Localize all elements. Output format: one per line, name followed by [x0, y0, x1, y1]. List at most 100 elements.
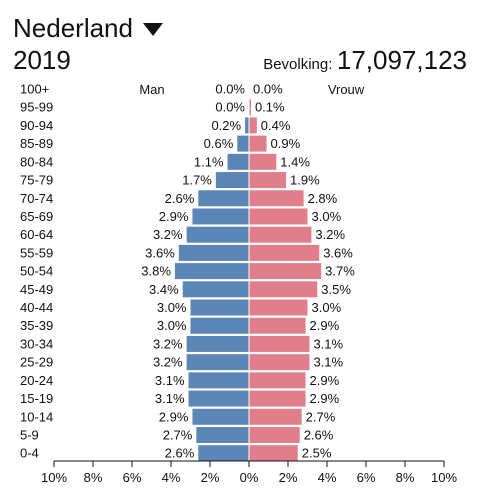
- value-label-man: 3.0%: [157, 300, 187, 315]
- x-tick-label: 2%: [279, 470, 298, 485]
- age-group-label: 85-89: [20, 136, 53, 151]
- age-group-label: 45-49: [20, 282, 53, 297]
- age-group-label: 40-44: [20, 300, 53, 315]
- triangle-down-icon: [142, 22, 163, 36]
- age-group-label: 65-69: [20, 209, 53, 224]
- bar-man: [198, 445, 249, 462]
- value-label-man: 3.1%: [155, 373, 185, 388]
- bar-vrouw: [249, 408, 302, 425]
- year-label: 2019: [13, 45, 71, 75]
- value-label-man: 0.0%: [215, 82, 245, 97]
- age-group-label: 70-74: [20, 191, 53, 206]
- value-label-vrouw: 2.9%: [310, 318, 340, 333]
- bar-vrouw: [249, 135, 267, 152]
- value-label-vrouw: 2.9%: [310, 373, 340, 388]
- age-group-label: 75-79: [20, 173, 53, 188]
- x-tick-label: 4%: [162, 470, 181, 485]
- bar-man: [178, 244, 249, 261]
- value-label-vrouw: 0.9%: [271, 136, 301, 151]
- value-label-vrouw: 3.1%: [313, 336, 343, 351]
- age-group-label: 15-19: [20, 391, 53, 406]
- population-label: Bevolking:: [263, 56, 333, 73]
- bar-man: [188, 372, 249, 389]
- value-label-vrouw: 0.4%: [261, 118, 291, 133]
- value-label-vrouw: 0.1%: [255, 100, 285, 115]
- bar-vrouw: [249, 117, 257, 134]
- age-group-label: 10-14: [20, 409, 53, 424]
- x-tick-label: 4%: [318, 470, 337, 485]
- bar-man: [192, 408, 249, 425]
- value-label-man: 0.2%: [211, 118, 241, 133]
- bar-vrouw: [249, 426, 300, 443]
- bar-man: [227, 153, 249, 170]
- value-label-vrouw: 2.6%: [304, 427, 334, 442]
- bar-man: [186, 226, 249, 243]
- bar-man: [174, 263, 249, 280]
- bar-vrouw: [249, 263, 322, 280]
- age-group-label: 5-9: [20, 427, 39, 442]
- value-label-vrouw: 1.4%: [280, 154, 310, 169]
- value-label-man: 3.2%: [153, 355, 183, 370]
- bar-man: [237, 135, 249, 152]
- value-label-vrouw: 3.6%: [323, 245, 353, 260]
- bar-man: [186, 335, 249, 352]
- value-label-vrouw: 0.0%: [253, 82, 283, 97]
- x-tick-label: 8%: [396, 470, 415, 485]
- bar-man: [245, 117, 249, 134]
- population-summary: Bevolking: 17,097,123: [263, 45, 467, 75]
- bar-vrouw: [249, 317, 306, 334]
- age-group-label: 100+: [20, 82, 49, 97]
- value-label-man: 3.0%: [157, 318, 187, 333]
- value-label-man: 2.7%: [163, 427, 193, 442]
- age-group-label: 80-84: [20, 154, 53, 169]
- bar-vrouw: [249, 372, 306, 389]
- value-label-man: 3.6%: [145, 245, 175, 260]
- value-label-vrouw: 3.1%: [313, 355, 343, 370]
- value-label-vrouw: 2.7%: [306, 409, 336, 424]
- x-tick-label: 8%: [84, 470, 103, 485]
- age-group-label: 0-4: [20, 446, 39, 461]
- country-selector[interactable]: Nederland: [13, 13, 163, 43]
- bar-vrouw: [249, 390, 306, 407]
- bar-man: [196, 426, 249, 443]
- bar-man: [188, 390, 249, 407]
- bar-man: [190, 299, 249, 316]
- value-label-man: 1.7%: [182, 173, 212, 188]
- x-tick-label: 2%: [201, 470, 220, 485]
- bar-vrouw: [249, 99, 251, 116]
- value-label-man: 3.2%: [153, 336, 183, 351]
- age-group-label: 90-94: [20, 118, 53, 133]
- value-label-vrouw: 2.9%: [310, 391, 340, 406]
- value-label-vrouw: 3.7%: [325, 264, 355, 279]
- bar-vrouw: [249, 190, 304, 207]
- bar-vrouw: [249, 244, 320, 261]
- age-group-label: 25-29: [20, 355, 53, 370]
- x-tick-label: 10%: [431, 470, 457, 485]
- bar-vrouw: [249, 226, 312, 243]
- value-label-vrouw: 3.0%: [312, 300, 342, 315]
- age-group-label: 30-34: [20, 336, 53, 351]
- value-label-man: 3.8%: [141, 264, 171, 279]
- bar-man: [198, 190, 249, 207]
- value-label-man: 2.6%: [165, 191, 195, 206]
- bar-man: [186, 354, 249, 371]
- value-label-man: 2.9%: [159, 409, 189, 424]
- value-label-man: 2.6%: [165, 446, 195, 461]
- bar-man: [190, 317, 249, 334]
- population-value: 17,097,123: [336, 45, 467, 75]
- value-label-vrouw: 2.8%: [308, 191, 338, 206]
- x-tick-label: 0%: [240, 470, 259, 485]
- bar-man: [182, 281, 249, 298]
- country-name: Nederland: [13, 13, 133, 43]
- value-label-vrouw: 2.5%: [302, 446, 332, 461]
- value-label-vrouw: 3.5%: [321, 282, 351, 297]
- value-label-man: 2.9%: [159, 209, 189, 224]
- value-label-man: 3.2%: [153, 227, 183, 242]
- legend-vrouw: Vrouw: [328, 82, 365, 97]
- age-group-label: 35-39: [20, 318, 53, 333]
- bar-vrouw: [249, 208, 308, 225]
- age-group-label: 95-99: [20, 100, 53, 115]
- bar-vrouw: [249, 445, 298, 462]
- age-group-label: 20-24: [20, 373, 53, 388]
